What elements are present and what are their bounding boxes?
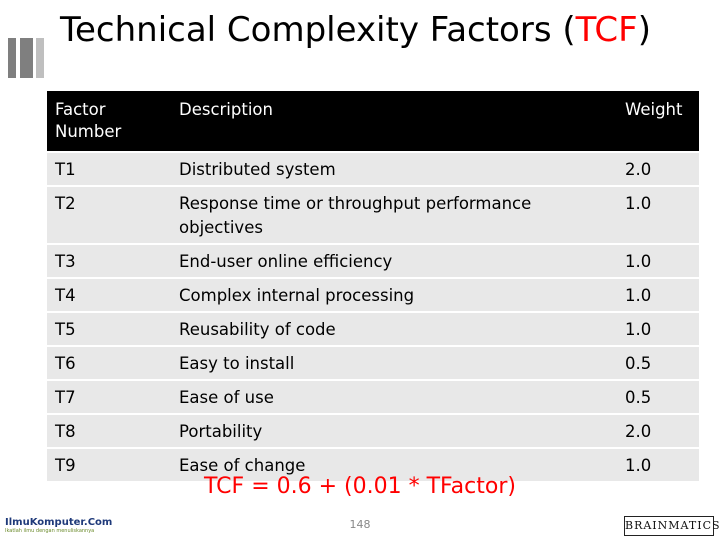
table-row: T4 Complex internal processing 1.0 [47,277,699,312]
factor-number-cell: T8 [47,413,171,448]
description-cell: Complex internal processing [171,277,617,312]
factor-number-cell: T5 [47,311,171,346]
table-row: T6 Easy to install 0.5 [47,345,699,380]
weight-cell: 1.0 [617,447,699,481]
weight-cell: 1.0 [617,185,699,244]
description-cell: Distributed system [171,151,617,186]
page-number: 148 [349,518,371,531]
brainmatics-logo: BRAINMATICS [624,516,720,536]
logo-left-text: IlmuKomputer.Com [5,517,113,528]
factor-number-cell: T6 [47,345,171,380]
description-cell: Reusability of code [171,311,617,346]
factor-number-cell: T3 [47,243,171,278]
table-header-row: Factor Number Description Weight [47,91,699,152]
title-paren-close: ) [637,10,651,50]
slide-title: Technical Complexity Factors (TCF) [60,10,680,50]
table-row: T8 Portability 2.0 [47,413,699,448]
description-cell: Portability [171,413,617,448]
weight-cell: 2.0 [617,413,699,448]
factor-number-cell: T9 [47,447,171,481]
factor-number-cell: T4 [47,277,171,312]
ilmukomputer-logo: IlmuKomputer.Com Ikatlah ilmu dengan men… [5,517,113,537]
decoration-bar [36,38,44,78]
factor-number-cell: T1 [47,151,171,186]
decoration-bar [20,38,33,78]
header-factor-number: Factor Number [47,91,171,152]
tcf-table: Factor Number Description Weight T1 Dist… [47,91,699,481]
table-row: T2 Response time or throughput performan… [47,185,699,244]
header-weight: Weight [617,91,699,152]
weight-cell: 1.0 [617,311,699,346]
title-decoration [0,38,44,84]
title-accent: TCF [575,10,638,50]
title-main: Technical Complexity Factors [60,10,563,50]
factor-number-cell: T2 [47,185,171,244]
description-cell: Response time or throughput performance … [171,185,617,244]
weight-cell: 1.0 [617,277,699,312]
table-row: T3 End-user online efficiency 1.0 [47,243,699,278]
title-paren-open: ( [562,10,576,50]
weight-cell: 0.5 [617,379,699,414]
weight-cell: 0.5 [617,345,699,380]
table-row: T9 Ease of change 1.0 [47,447,699,481]
description-cell: Ease of use [171,379,617,414]
table-row: T1 Distributed system 2.0 [47,151,699,186]
table-row: T5 Reusability of code 1.0 [47,311,699,346]
factor-number-cell: T7 [47,379,171,414]
description-cell: Ease of change [171,447,617,481]
logo-left-tagline: Ikatlah ilmu dengan menuliskannya [5,528,95,534]
header-description: Description [171,91,617,152]
description-cell: End-user online efficiency [171,243,617,278]
description-cell: Easy to install [171,345,617,380]
tcf-formula: TCF = 0.6 + (0.01 * TFactor) [204,474,516,499]
decoration-bar [8,38,16,78]
table-row: T7 Ease of use 0.5 [47,379,699,414]
weight-cell: 2.0 [617,151,699,186]
weight-cell: 1.0 [617,243,699,278]
